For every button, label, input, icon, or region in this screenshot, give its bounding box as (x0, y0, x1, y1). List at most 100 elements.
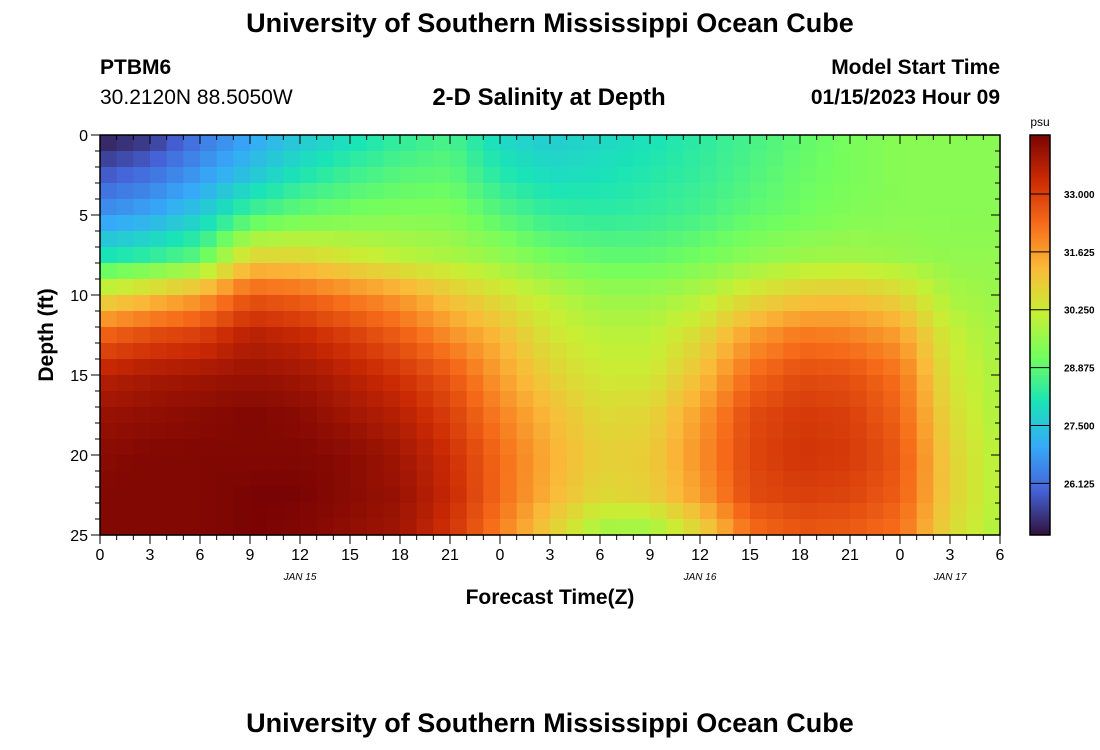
heatmap-cell (350, 311, 368, 328)
heatmap-cell (316, 231, 334, 248)
heatmap-cell (466, 135, 484, 152)
heatmap-cell (333, 263, 351, 280)
heatmap-cell (616, 183, 634, 200)
heatmap-cell (633, 471, 651, 488)
heatmap-cell (983, 311, 1001, 328)
heatmap-cell (350, 455, 368, 472)
heatmap-cell (600, 135, 618, 152)
heatmap-cell (283, 167, 301, 184)
heatmap-cell (483, 167, 501, 184)
heatmap-cell (733, 183, 751, 200)
heatmap-cell (583, 407, 601, 424)
heatmap-cell (716, 391, 734, 408)
colorbar-tick-label: 26.125 (1064, 479, 1095, 490)
heatmap-cell (566, 407, 584, 424)
heatmap-cell (716, 439, 734, 456)
heatmap-cell (983, 327, 1001, 344)
heatmap-cell (800, 391, 818, 408)
heatmap-cell (183, 423, 201, 440)
heatmap-cell (533, 407, 551, 424)
heatmap-cell (733, 279, 751, 296)
heatmap-cell (516, 423, 534, 440)
heatmap-cell (433, 519, 451, 536)
heatmap-cell (100, 247, 118, 264)
heatmap-cell (600, 167, 618, 184)
y-tick-label: 5 (79, 208, 88, 225)
heatmap-cell (950, 263, 968, 280)
heatmap-cell (933, 167, 951, 184)
heatmap-cell (766, 247, 784, 264)
heatmap-cell (983, 183, 1001, 200)
heatmap-cell (500, 295, 518, 312)
heatmap-cell (433, 199, 451, 216)
heatmap-cell (250, 247, 268, 264)
heatmap-cell (450, 199, 468, 216)
heatmap-cell (683, 311, 701, 328)
heatmap-cell (416, 215, 434, 232)
heatmap-cell (816, 231, 834, 248)
date-label: JAN 16 (683, 572, 717, 583)
heatmap-cell (750, 311, 768, 328)
heatmap-cell (216, 231, 234, 248)
heatmap-cell (600, 519, 618, 536)
heatmap-cell (833, 311, 851, 328)
heatmap-cell (566, 391, 584, 408)
heatmap-cell (550, 519, 568, 536)
heatmap-cell (583, 231, 601, 248)
heatmap-cell (900, 183, 918, 200)
heatmap-cell (650, 439, 668, 456)
heatmap-cell (300, 343, 318, 360)
heatmap-cell (583, 391, 601, 408)
heatmap-cell (983, 135, 1001, 152)
heatmap-cell (816, 183, 834, 200)
heatmap-cell (933, 423, 951, 440)
heatmap-cell (483, 199, 501, 216)
heatmap-cell (366, 343, 384, 360)
heatmap-cell (800, 375, 818, 392)
heatmap-cell (416, 375, 434, 392)
heatmap-cell (200, 263, 218, 280)
heatmap-cell (866, 215, 884, 232)
heatmap-cell (333, 471, 351, 488)
heatmap-cell (533, 215, 551, 232)
heatmap-cell (433, 295, 451, 312)
heatmap-cell (383, 327, 401, 344)
heatmap-cell (150, 423, 168, 440)
heatmap-cell (166, 295, 184, 312)
heatmap-cell (750, 183, 768, 200)
heatmap-cell (666, 359, 684, 376)
heatmap-cell (766, 263, 784, 280)
heatmap-cell (216, 327, 234, 344)
heatmap-cell (550, 359, 568, 376)
heatmap-cell (383, 343, 401, 360)
heatmap-cell (366, 263, 384, 280)
heatmap-cell (633, 423, 651, 440)
heatmap-cell (200, 135, 218, 152)
date-label: JAN 15 (283, 572, 317, 583)
heatmap-cell (766, 407, 784, 424)
heatmap-cell (916, 183, 934, 200)
heatmap-cell (933, 247, 951, 264)
heatmap-cell (450, 247, 468, 264)
heatmap-cell (500, 231, 518, 248)
heatmap-cell (933, 471, 951, 488)
heatmap-cell (750, 487, 768, 504)
heatmap-cell (266, 455, 284, 472)
heatmap-cell (800, 471, 818, 488)
heatmap-cell (983, 407, 1001, 424)
heatmap-cell (550, 343, 568, 360)
heatmap-cell (283, 423, 301, 440)
heatmap-cell (383, 151, 401, 168)
heatmap-cell (983, 279, 1001, 296)
heatmap-cell (116, 231, 134, 248)
heatmap-cell (450, 231, 468, 248)
heatmap-cell (483, 263, 501, 280)
heatmap-cell (950, 375, 968, 392)
heatmap-cell (383, 263, 401, 280)
heatmap-cell (250, 135, 268, 152)
heatmap-cell (500, 503, 518, 520)
heatmap-cell (383, 423, 401, 440)
heatmap-cell (600, 423, 618, 440)
heatmap-cell (883, 215, 901, 232)
heatmap-cell (783, 247, 801, 264)
